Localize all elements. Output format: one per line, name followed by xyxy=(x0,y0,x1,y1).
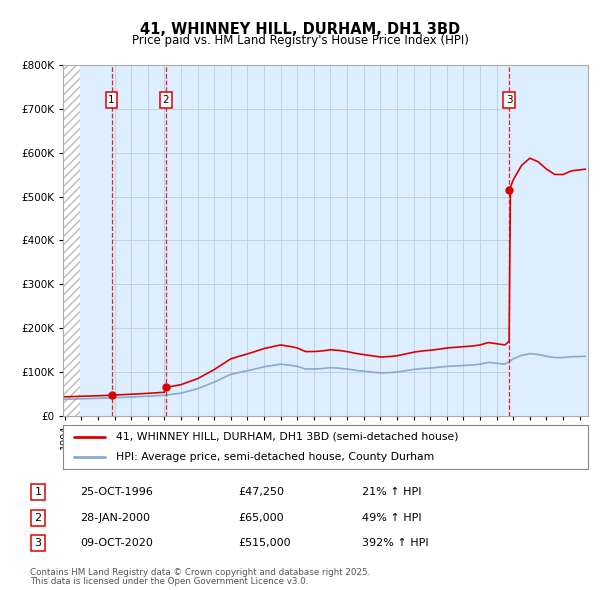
Text: Contains HM Land Registry data © Crown copyright and database right 2025.: Contains HM Land Registry data © Crown c… xyxy=(30,568,370,576)
Text: 1: 1 xyxy=(35,487,41,497)
Text: £47,250: £47,250 xyxy=(238,487,284,497)
Text: 21% ↑ HPI: 21% ↑ HPI xyxy=(362,487,422,497)
Text: 1: 1 xyxy=(108,95,115,105)
Text: £65,000: £65,000 xyxy=(238,513,284,523)
Text: 49% ↑ HPI: 49% ↑ HPI xyxy=(362,513,422,523)
Text: 41, WHINNEY HILL, DURHAM, DH1 3BD (semi-detached house): 41, WHINNEY HILL, DURHAM, DH1 3BD (semi-… xyxy=(115,432,458,442)
Text: 3: 3 xyxy=(506,95,513,105)
Text: HPI: Average price, semi-detached house, County Durham: HPI: Average price, semi-detached house,… xyxy=(115,452,434,462)
Text: 41, WHINNEY HILL, DURHAM, DH1 3BD: 41, WHINNEY HILL, DURHAM, DH1 3BD xyxy=(140,22,460,37)
Bar xyxy=(509,65,588,416)
Text: 09-OCT-2020: 09-OCT-2020 xyxy=(80,538,153,548)
Text: 28-JAN-2000: 28-JAN-2000 xyxy=(80,513,151,523)
Text: Price paid vs. HM Land Registry's House Price Index (HPI): Price paid vs. HM Land Registry's House … xyxy=(131,34,469,47)
Text: 3: 3 xyxy=(35,538,41,548)
Text: £515,000: £515,000 xyxy=(238,538,291,548)
Text: 25-OCT-1996: 25-OCT-1996 xyxy=(80,487,153,497)
Text: 2: 2 xyxy=(163,95,169,105)
Bar xyxy=(63,65,80,416)
Bar xyxy=(65,65,112,416)
Text: 392% ↑ HPI: 392% ↑ HPI xyxy=(362,538,429,548)
Text: 2: 2 xyxy=(35,513,41,523)
Text: This data is licensed under the Open Government Licence v3.0.: This data is licensed under the Open Gov… xyxy=(30,577,308,586)
